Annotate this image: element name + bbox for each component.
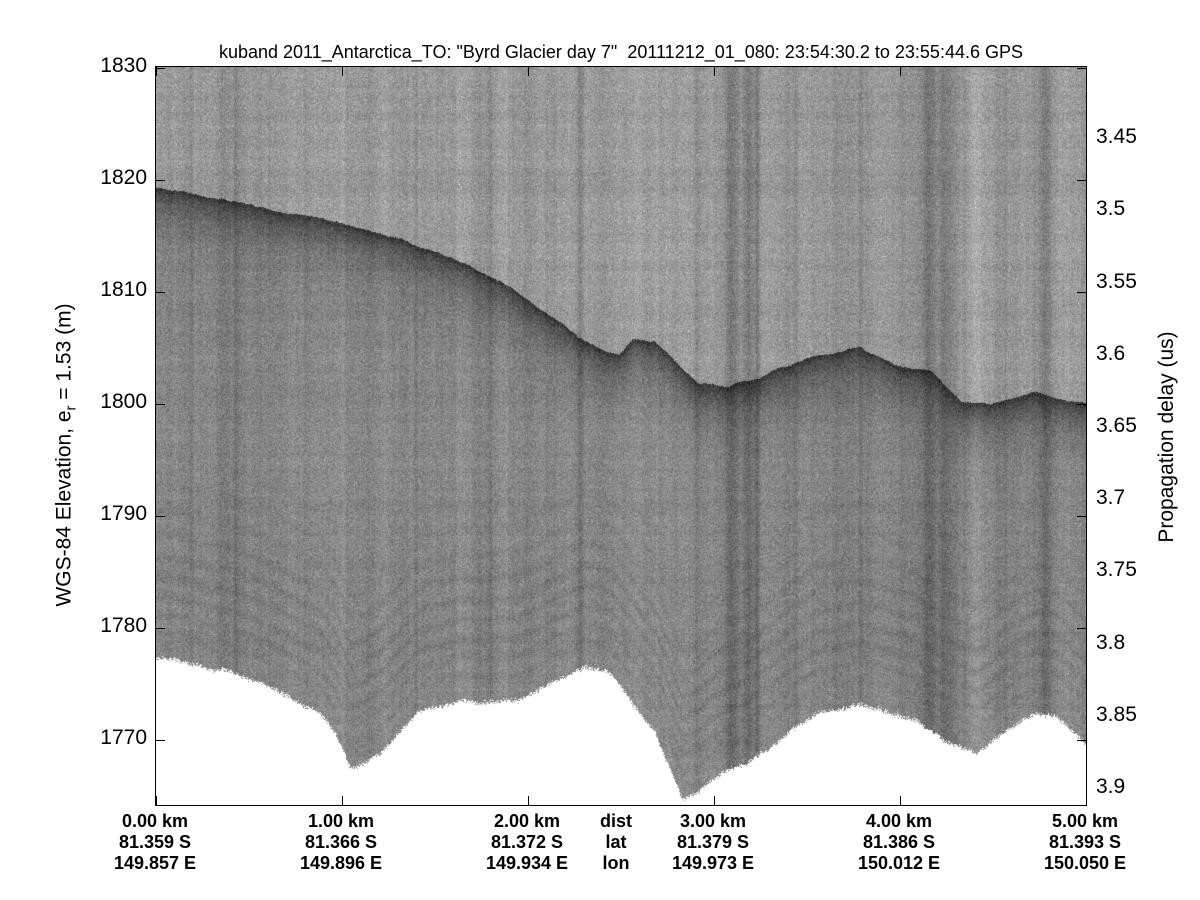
x-tick-label-row: 150.050 E [1043, 853, 1127, 873]
x-tick-label-row: 81.379 S [676, 832, 750, 852]
axis-tick [900, 67, 901, 76]
y-left-tick-label: 1790 [100, 502, 147, 526]
x-axis-row-header: lon [602, 853, 630, 873]
x-tick-label-row: 2.00 km [493, 811, 561, 831]
axis-tick [156, 67, 157, 76]
y-left-tick-label: 1800 [100, 390, 147, 414]
x-tick-label-row: 149.973 E [671, 853, 755, 873]
axis-tick [900, 796, 901, 805]
x-tick-label-row: 149.896 E [299, 853, 383, 873]
x-tick-label-row: 5.00 km [1051, 811, 1119, 831]
y-right-tick-label: 3.6 [1096, 341, 1126, 365]
x-tick-label-row: 81.393 S [1048, 832, 1122, 852]
x-tick-label-row: 0.00 km [121, 811, 189, 831]
x-tick-label-column: 3.00 km 81.379 S 149.973 E [638, 811, 788, 874]
plot-area [155, 66, 1087, 806]
x-tick-label-row: 150.012 E [857, 853, 941, 873]
x-tick-label-row: 3.00 km [679, 811, 747, 831]
plot-title: kuband 2011_Antarctica_TO: "Byrd Glacier… [218, 42, 1023, 62]
axis-tick [1086, 796, 1087, 805]
x-tick-label-row: 81.372 S [490, 832, 564, 852]
axis-tick [1086, 67, 1087, 76]
axis-tick [156, 628, 165, 629]
y-axis-label-right: Propagation delay (us) [1155, 331, 1178, 543]
x-tick-label-row: 81.366 S [304, 832, 378, 852]
y-axis-label-left: WGS-84 Elevation, er = 1.53 (m) [52, 303, 79, 606]
axis-tick [1077, 292, 1086, 293]
x-tick-label-row: 81.386 S [862, 832, 936, 852]
axis-tick [528, 796, 529, 805]
axis-tick [1077, 740, 1086, 741]
axis-tick [1077, 180, 1086, 181]
y-left-tick-label: 1770 [100, 726, 147, 750]
x-tick-label-row: 1.00 km [307, 811, 375, 831]
radargram-image [156, 67, 1086, 805]
axis-tick [342, 796, 343, 805]
x-tick-label-row: 4.00 km [865, 811, 933, 831]
y-right-tick-label: 3.7 [1096, 486, 1126, 510]
axis-tick [156, 68, 165, 69]
axis-tick [1077, 404, 1086, 405]
y-left-tick-label: 1810 [100, 278, 147, 302]
x-axis-row-header: lat [605, 832, 627, 852]
axis-tick [156, 292, 165, 293]
axis-tick [156, 740, 165, 741]
y-right-tick-label: 3.9 [1096, 775, 1126, 799]
axis-tick [156, 180, 165, 181]
axis-tick [1077, 628, 1086, 629]
x-tick-label-column: 1.00 km 81.366 S 149.896 E [266, 811, 416, 874]
x-tick-label-row: 81.359 S [118, 832, 192, 852]
y-left-tick-label: 1830 [100, 54, 147, 78]
x-axis-row-headers: dist lat lon [541, 811, 691, 874]
x-tick-label-column: 0.00 km 81.359 S 149.857 E [80, 811, 230, 874]
x-tick-label-column: 5.00 km 81.393 S 150.050 E [1010, 811, 1160, 874]
y-left-tick-label: 1820 [100, 166, 147, 190]
y-right-tick-label: 3.45 [1096, 125, 1137, 149]
x-tick-label-row: 149.857 E [113, 853, 197, 873]
y-right-tick-label: 3.85 [1096, 702, 1137, 726]
y-right-tick-label: 3.55 [1096, 269, 1137, 293]
axis-tick [156, 404, 165, 405]
y-right-tick-label: 3.5 [1096, 197, 1126, 221]
x-tick-label-row: 149.934 E [485, 853, 569, 873]
y-right-tick-label: 3.75 [1096, 558, 1137, 582]
axis-tick [342, 67, 343, 76]
x-axis-row-header: dist [599, 811, 632, 831]
x-tick-label-column: 4.00 km 81.386 S 150.012 E [824, 811, 974, 874]
axis-tick [156, 516, 165, 517]
y-left-tick-label: 1780 [100, 614, 147, 638]
y-right-tick-label: 3.8 [1096, 630, 1126, 654]
x-tick-label-column: 2.00 km 81.372 S 149.934 E [452, 811, 602, 874]
axis-tick [528, 67, 529, 76]
axis-tick [156, 796, 157, 805]
axis-tick [1077, 68, 1086, 69]
axis-tick [714, 796, 715, 805]
axis-tick [1077, 516, 1086, 517]
y-right-tick-label: 3.65 [1096, 414, 1137, 438]
axis-tick [714, 67, 715, 76]
